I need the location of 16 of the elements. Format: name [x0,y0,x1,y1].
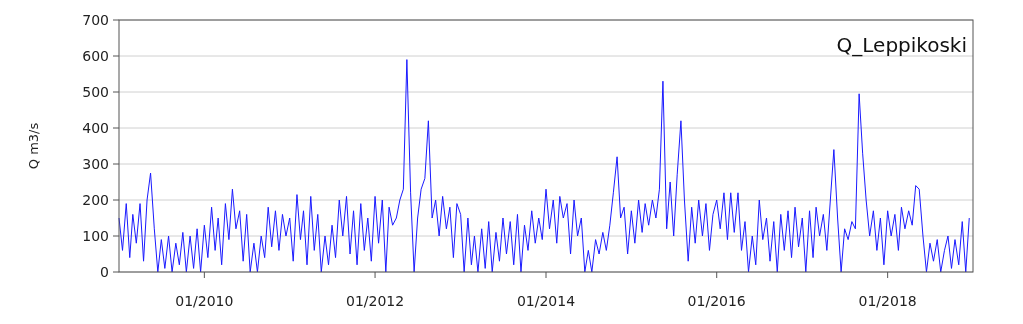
x-tick-label: 01/2012 [345,293,405,309]
x-tick-label: 01/2014 [516,293,576,309]
y-tick-label: 100 [82,227,109,244]
y-tick-label: 600 [82,47,109,64]
y-tick-label: 500 [82,83,109,100]
line-series [118,59,970,273]
y-tick-label: 400 [82,119,109,136]
x-tick-label: 01/2010 [175,293,234,309]
y-tick-label: 300 [82,155,109,172]
y-tick-label: 0 [100,263,109,280]
y-axis-title: Q m3/s [26,122,41,170]
y-tick-label: 700 [82,11,109,28]
y-tick-label: 200 [82,191,109,208]
text: Q_Leppikoski [836,33,967,57]
x-tick-label: 01/2016 [687,293,746,309]
x-tick-label: 01/2018 [858,293,917,309]
